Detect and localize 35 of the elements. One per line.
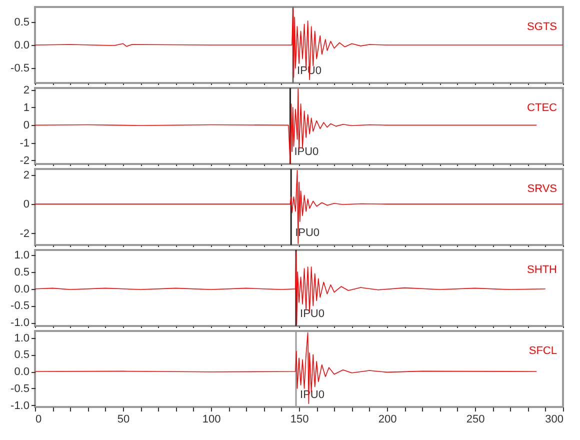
x-tick-label: 50 (117, 414, 130, 426)
y-tick-label: 0.5 (14, 16, 30, 28)
x-tick-label: 300 (545, 414, 564, 426)
y-tick-label: 1 (23, 102, 30, 114)
y-tick-label: 0.0 (14, 366, 30, 378)
y-tick-label: 0.0 (14, 40, 30, 52)
y-tick-label: -0.5 (10, 300, 30, 312)
y-tick-label: 0.5 (14, 349, 30, 362)
y-tick-label: -2 (20, 154, 30, 167)
y-tick-label: -0.5 (10, 382, 30, 395)
y-tick-label: 2 (23, 169, 30, 182)
series-label: CTEC (527, 102, 558, 114)
x-tick-label: 150 (290, 414, 309, 426)
ref-line-label: IPU0 (300, 308, 324, 320)
y-tick-label: -1.0 (10, 317, 30, 330)
ref-line-label: IPU0 (294, 146, 319, 158)
y-tick-label: 2 (23, 84, 30, 96)
x-tick-label: 200 (378, 414, 397, 426)
y-tick-label: -0.5 (10, 62, 30, 75)
series-label: SRVS (527, 183, 557, 195)
y-tick-label: 0 (23, 120, 30, 132)
series-label: SHTH (527, 264, 558, 276)
series-label: SGTS (527, 21, 557, 33)
y-tick-label: 0.5 (14, 266, 30, 278)
y-tick-label: 0 (23, 198, 30, 211)
x-tick-label: 250 (466, 414, 485, 426)
y-tick-label: 0.0 (14, 283, 30, 296)
y-tick-label: -2 (20, 228, 30, 240)
y-tick-label: 1.0 (14, 250, 30, 262)
y-tick-label: -1 (20, 137, 30, 150)
y-tick-label: -1.0 (10, 400, 30, 412)
x-tick-label: 0 (36, 414, 42, 426)
series-label: SFCL (528, 345, 557, 357)
y-tick-label: 1.0 (14, 332, 30, 344)
x-tick-label: 100 (202, 414, 221, 426)
